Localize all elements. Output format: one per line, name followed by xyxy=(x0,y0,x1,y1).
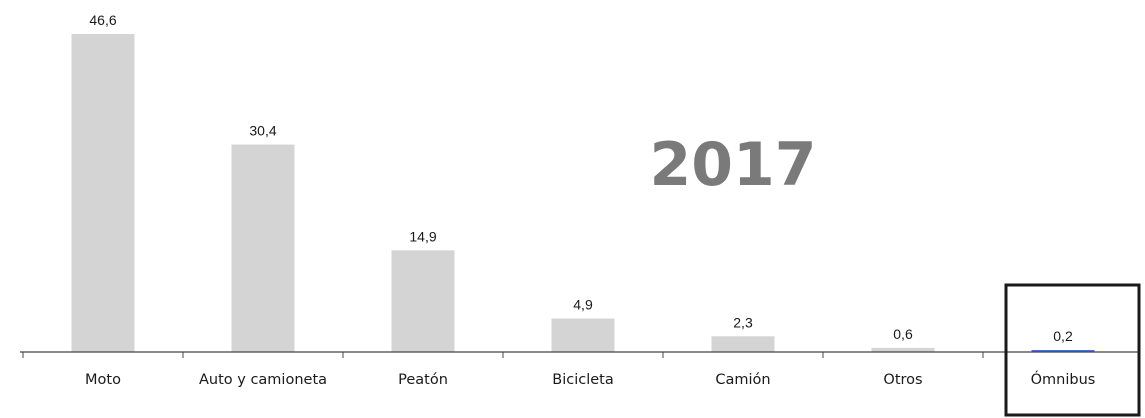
bars-layer xyxy=(71,34,1095,352)
bar-auto-y-camioneta xyxy=(231,144,295,352)
value-label-moto: 46,6 xyxy=(89,12,116,28)
bar-otros xyxy=(871,347,935,352)
value-label-omnibus: 0,2 xyxy=(1053,328,1073,344)
value-label-camion: 2,3 xyxy=(733,314,753,330)
value-label-peaton: 14,9 xyxy=(409,228,436,244)
category-label-omnibus: Ómnibus xyxy=(1031,370,1096,388)
category-label-bicicleta: Bicicleta xyxy=(552,372,613,388)
category-label-camion: Camión xyxy=(715,372,770,388)
value-label-auto-y-camioneta: 30,4 xyxy=(249,123,276,139)
bar-bicicleta xyxy=(551,318,615,352)
bar-omnibus xyxy=(1031,350,1095,352)
category-label-peaton: Peatón xyxy=(398,372,448,388)
category-label-auto-y-camioneta: Auto y camioneta xyxy=(199,372,327,388)
highlight-box xyxy=(1004,283,1141,417)
year-annotation: 2017 xyxy=(650,130,817,200)
value-label-otros: 0,6 xyxy=(893,326,913,342)
labels-layer: 46,6 Moto 30,4 Auto y camioneta 14,9 Peatón 4,… xyxy=(85,12,1095,388)
bar-camion xyxy=(711,336,775,352)
bar-peaton xyxy=(391,250,455,352)
value-label-bicicleta: 4,9 xyxy=(573,297,593,313)
bar-moto xyxy=(71,34,135,352)
category-label-moto: Moto xyxy=(85,372,121,388)
category-label-otros: Otros xyxy=(883,372,922,388)
x-axis-ticks xyxy=(22,352,984,358)
